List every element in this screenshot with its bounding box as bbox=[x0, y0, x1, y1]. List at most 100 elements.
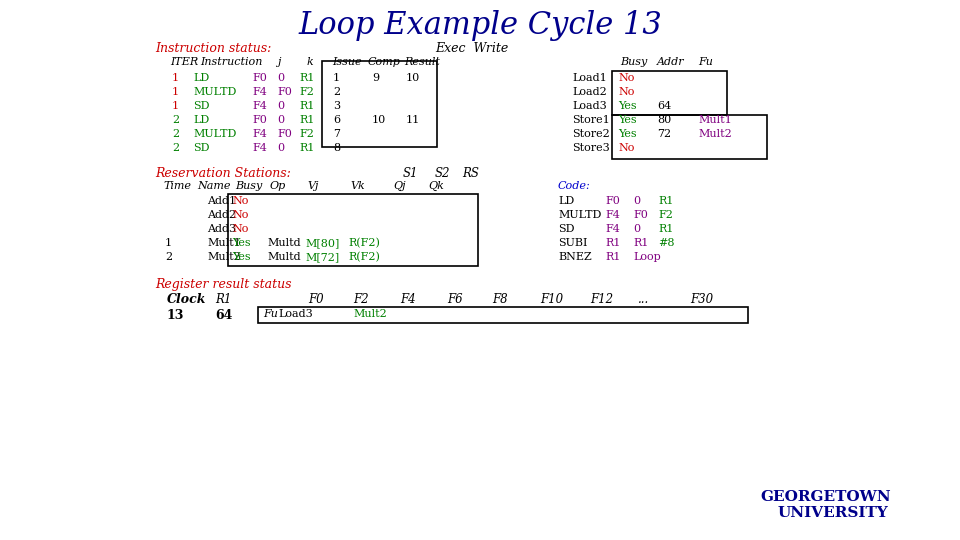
Text: F10: F10 bbox=[540, 293, 564, 306]
Text: No: No bbox=[618, 87, 635, 97]
Text: 0: 0 bbox=[277, 115, 284, 125]
Text: j: j bbox=[277, 57, 280, 67]
Text: 80: 80 bbox=[657, 115, 671, 125]
Text: F0: F0 bbox=[633, 210, 648, 220]
Text: Load2: Load2 bbox=[572, 87, 607, 97]
Text: 0: 0 bbox=[633, 196, 640, 206]
Text: F4: F4 bbox=[252, 129, 267, 139]
Text: F4: F4 bbox=[605, 210, 620, 220]
Text: Store3: Store3 bbox=[572, 143, 610, 153]
Text: Yes: Yes bbox=[232, 238, 251, 248]
Text: 8: 8 bbox=[333, 143, 340, 153]
Text: k: k bbox=[307, 57, 314, 67]
Text: Addr: Addr bbox=[657, 57, 684, 67]
Text: Mult2: Mult2 bbox=[207, 252, 241, 262]
Text: Mult1: Mult1 bbox=[698, 115, 732, 125]
Text: 0: 0 bbox=[277, 101, 284, 111]
Text: Busy: Busy bbox=[235, 181, 262, 191]
Text: MULTD: MULTD bbox=[193, 129, 236, 139]
Text: 13: 13 bbox=[167, 309, 184, 322]
Text: Exec  Write: Exec Write bbox=[435, 42, 508, 55]
Text: Mult2: Mult2 bbox=[698, 129, 732, 139]
Text: F8: F8 bbox=[492, 293, 508, 306]
Text: M[80]: M[80] bbox=[305, 238, 340, 248]
Text: F4: F4 bbox=[400, 293, 416, 306]
Text: 1: 1 bbox=[172, 87, 180, 97]
Text: #8: #8 bbox=[658, 238, 675, 248]
Text: 0: 0 bbox=[277, 143, 284, 153]
Text: BNEZ: BNEZ bbox=[558, 252, 591, 262]
Text: Add1: Add1 bbox=[207, 196, 236, 206]
Text: RS: RS bbox=[462, 167, 479, 180]
Text: 6: 6 bbox=[333, 115, 340, 125]
Text: 2: 2 bbox=[333, 87, 340, 97]
Text: LD: LD bbox=[558, 196, 574, 206]
Text: Vj: Vj bbox=[307, 181, 319, 191]
Text: Yes: Yes bbox=[618, 129, 636, 139]
Text: Load3: Load3 bbox=[278, 309, 313, 319]
Text: 7: 7 bbox=[333, 129, 340, 139]
Text: Load1: Load1 bbox=[572, 73, 607, 83]
Text: F2: F2 bbox=[658, 210, 673, 220]
Text: Busy: Busy bbox=[620, 57, 647, 67]
Text: F30: F30 bbox=[690, 293, 713, 306]
Text: F2: F2 bbox=[353, 293, 369, 306]
Text: Vk: Vk bbox=[350, 181, 365, 191]
Text: F4: F4 bbox=[252, 101, 267, 111]
Text: R1: R1 bbox=[633, 238, 648, 248]
Text: 10: 10 bbox=[406, 73, 420, 83]
Text: Store2: Store2 bbox=[572, 129, 610, 139]
Text: R1: R1 bbox=[658, 196, 673, 206]
Text: R1: R1 bbox=[605, 238, 620, 248]
Text: F4: F4 bbox=[252, 143, 267, 153]
Bar bbox=[612, 115, 767, 159]
Text: R1: R1 bbox=[299, 73, 314, 83]
Text: F0: F0 bbox=[277, 87, 292, 97]
Text: 1: 1 bbox=[172, 73, 180, 83]
Text: 11: 11 bbox=[406, 115, 420, 125]
Text: Op: Op bbox=[270, 181, 286, 191]
Text: Load3: Load3 bbox=[572, 101, 607, 111]
Text: F0: F0 bbox=[308, 293, 324, 306]
Text: M[72]: M[72] bbox=[305, 252, 339, 262]
Text: 10: 10 bbox=[372, 115, 386, 125]
Text: 0: 0 bbox=[633, 224, 640, 234]
Text: No: No bbox=[618, 143, 635, 153]
Text: Yes: Yes bbox=[618, 115, 636, 125]
Text: Yes: Yes bbox=[618, 101, 636, 111]
Text: Code:: Code: bbox=[558, 181, 590, 191]
Text: Comp: Comp bbox=[368, 57, 401, 67]
Text: Mult2: Mult2 bbox=[353, 309, 387, 319]
Text: F4: F4 bbox=[252, 87, 267, 97]
Text: Issue: Issue bbox=[332, 57, 362, 67]
Text: F12: F12 bbox=[590, 293, 613, 306]
Text: R(F2): R(F2) bbox=[348, 238, 380, 248]
Text: 2: 2 bbox=[172, 115, 180, 125]
Text: Result: Result bbox=[404, 57, 440, 67]
Text: Qj: Qj bbox=[393, 181, 406, 191]
Text: R(F2): R(F2) bbox=[348, 252, 380, 262]
Text: ITER: ITER bbox=[170, 57, 199, 67]
Text: S2: S2 bbox=[435, 167, 450, 180]
Text: R1: R1 bbox=[299, 101, 314, 111]
Text: No: No bbox=[232, 196, 249, 206]
Text: F2: F2 bbox=[299, 87, 314, 97]
Text: R1: R1 bbox=[299, 143, 314, 153]
Text: 3: 3 bbox=[333, 101, 340, 111]
Text: F0: F0 bbox=[605, 196, 620, 206]
Text: Fu: Fu bbox=[698, 57, 713, 67]
Bar bbox=[612, 71, 727, 115]
Text: Add3: Add3 bbox=[207, 224, 236, 234]
Text: Qk: Qk bbox=[428, 181, 444, 191]
Text: UNIVERSITY: UNIVERSITY bbox=[778, 506, 889, 520]
Text: MULTD: MULTD bbox=[193, 87, 236, 97]
Text: F0: F0 bbox=[252, 73, 267, 83]
Text: Yes: Yes bbox=[232, 252, 251, 262]
Text: Clock: Clock bbox=[167, 293, 206, 306]
Text: Multd: Multd bbox=[267, 238, 300, 248]
Text: Time: Time bbox=[163, 181, 191, 191]
Text: 2: 2 bbox=[172, 143, 180, 153]
Text: Loop: Loop bbox=[633, 252, 660, 262]
Text: 2: 2 bbox=[165, 252, 172, 262]
Text: SUBI: SUBI bbox=[558, 238, 588, 248]
